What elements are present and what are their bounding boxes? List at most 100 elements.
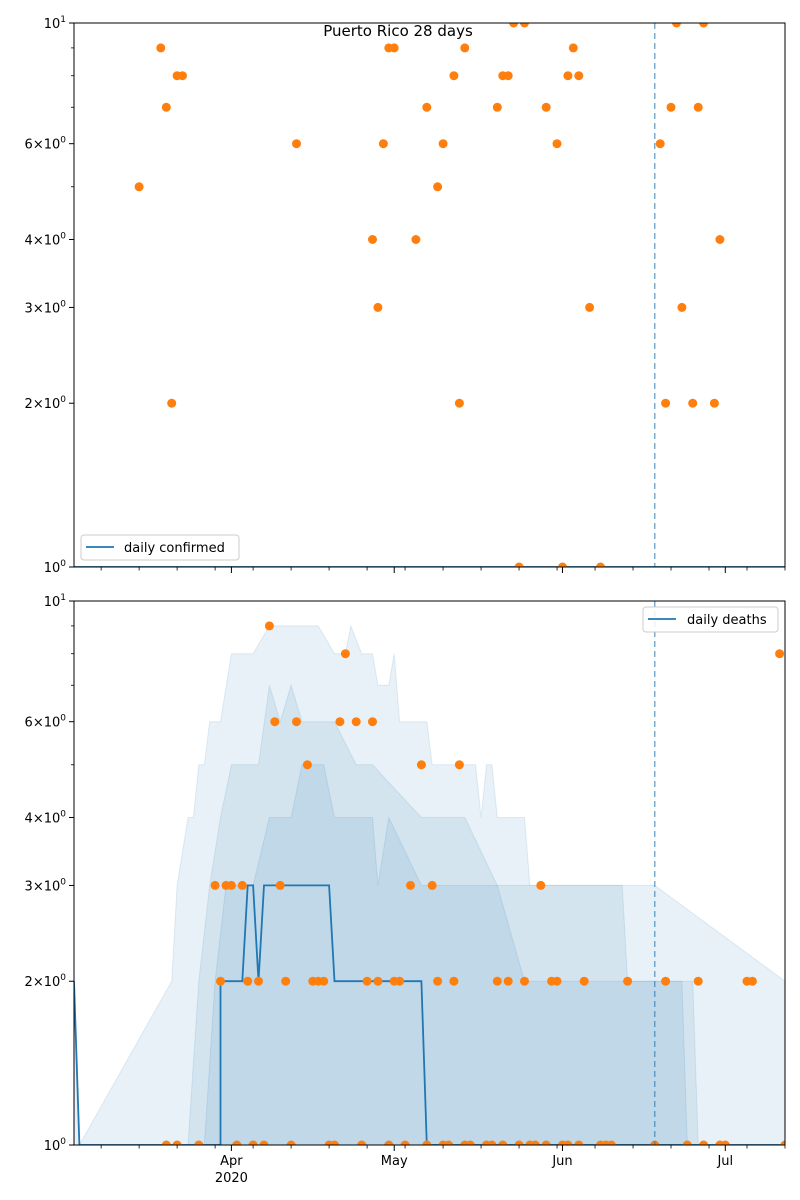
confirmed-point-35: [666, 102, 676, 112]
confirmed-point-15: [438, 139, 448, 149]
confirmed-point-1: [156, 43, 166, 53]
deaths-point-43: [449, 976, 459, 986]
confirmed-y-axis: 100 2×100 3×100 4×100 6×100 101: [25, 15, 74, 576]
deaths-point-7: [232, 1140, 242, 1145]
confirmed-legend-label: daily confirmed: [124, 541, 225, 556]
confirmed-point-38: [688, 398, 698, 408]
deaths-point-24: [330, 1140, 339, 1145]
confirmed-point-21: [503, 71, 513, 81]
x-tick-sublabel-0: 2020: [215, 1171, 248, 1186]
deaths-x-axis: Apr 2020 May Jun Jul: [100, 1145, 786, 1186]
deaths-point-38: [422, 1140, 432, 1145]
confirmed-point-37: [677, 302, 687, 312]
deaths-point-3: [210, 880, 220, 890]
deaths-point-72: [699, 1140, 709, 1145]
deaths-point-6: [226, 880, 236, 890]
y-tick-label-0: 100: [44, 1137, 67, 1154]
deaths-point-35: [400, 1140, 410, 1145]
confirmed-point-41: [709, 398, 719, 408]
deaths-point-61: [563, 1140, 573, 1145]
deaths-point-53: [520, 976, 529, 986]
deaths-point-1: [172, 1140, 182, 1145]
deaths-point-9: [243, 976, 253, 986]
deaths-point-26: [340, 649, 350, 659]
deaths-point-17: [286, 1140, 296, 1145]
deaths-point-57: [541, 1140, 551, 1145]
confirmed-points: [134, 23, 725, 567]
deaths-band-1: [74, 683, 785, 1145]
deaths-point-13: [264, 621, 274, 631]
confirmed-point-3: [167, 398, 177, 408]
deaths-point-70: [682, 1140, 692, 1145]
confirmed-point-22: [509, 23, 519, 28]
deaths-legend-label: daily deaths: [687, 613, 767, 628]
confirmed-point-7: [368, 235, 377, 244]
confirmed-point-9: [378, 139, 388, 149]
y-tick-label-3: 4×100: [25, 231, 67, 248]
confirmed-point-24: [520, 23, 529, 28]
deaths-point-48: [487, 1140, 497, 1145]
deaths-point-2: [194, 1140, 204, 1145]
deaths-point-51: [503, 976, 513, 986]
deaths-legend: daily deaths: [642, 606, 779, 633]
y-tick-label-2: 3×100: [25, 877, 67, 894]
deaths-point-46: [465, 1140, 475, 1145]
confirmed-point-42: [715, 235, 725, 244]
y-tick-label-4: 6×100: [25, 136, 67, 153]
y-tick-label-1: 2×100: [25, 973, 67, 990]
deaths-point-31: [373, 976, 383, 986]
deaths-point-77: [775, 649, 785, 659]
confirmed-point-2: [161, 102, 171, 112]
y-tick-label-5: 101: [44, 15, 66, 32]
confirmed-point-11: [389, 43, 399, 53]
deaths-point-56: [536, 880, 546, 890]
y-tick-label-4: 6×100: [25, 714, 67, 731]
deaths-point-62: [574, 1140, 584, 1145]
confirmed-point-0: [134, 182, 144, 192]
deaths-point-11: [254, 976, 263, 986]
deaths-point-36: [406, 880, 415, 890]
confirmed-panel: 100 2×100 3×100 4×100 6×100 101 Puerto Rico 2…: [25, 15, 786, 576]
deaths-y-axis: 100 2×100 3×100 4×100 6×100 101: [25, 593, 74, 1154]
confirmed-point-27: [558, 562, 567, 567]
deaths-point-78: [780, 1140, 785, 1145]
deaths-point-12: [259, 1140, 269, 1145]
y-tick-label-2: 3×100: [25, 299, 67, 316]
confirmed-point-16: [449, 71, 459, 81]
confirmed-legend: daily confirmed: [80, 534, 240, 561]
y-tick-label-1: 2×100: [25, 395, 67, 412]
y-tick-label-0: 100: [44, 559, 67, 576]
confirmed-x-axis: [100, 567, 786, 573]
deaths-point-0: [161, 1140, 171, 1145]
deaths-point-22: [319, 976, 329, 986]
deaths-panel: 100 2×100 3×100 4×100 6×100 101 Apr 2020 May Jun…: [25, 593, 786, 1186]
deaths-point-44: [454, 760, 464, 770]
confirmed-point-5: [178, 71, 187, 81]
confirmed-point-33: [655, 139, 665, 149]
deaths-point-59: [552, 976, 562, 986]
deaths-point-52: [514, 1140, 524, 1145]
deaths-point-19: [302, 760, 312, 770]
deaths-point-15: [275, 880, 285, 890]
confirmed-point-26: [552, 139, 562, 149]
deaths-point-55: [530, 1140, 540, 1145]
deaths-point-50: [498, 1140, 508, 1145]
deaths-point-74: [720, 1140, 730, 1145]
deaths-point-63: [579, 976, 589, 986]
confirmed-point-40: [699, 23, 709, 28]
confirmed-legend-box: [80, 534, 240, 561]
deaths-point-37: [416, 760, 426, 770]
confirmed-point-18: [460, 43, 470, 53]
confirmed-point-30: [574, 71, 584, 81]
confirmed-point-23: [514, 562, 524, 567]
deaths-point-76: [747, 976, 757, 986]
deaths-points: [161, 621, 785, 1145]
deaths-point-18: [292, 717, 301, 727]
x-tick-label-3: Jul: [716, 1154, 733, 1169]
confirmed-point-39: [693, 102, 703, 112]
confirmed-point-14: [433, 182, 443, 192]
deaths-point-67: [623, 976, 633, 986]
deaths-point-32: [384, 1140, 394, 1145]
confirmed-point-36: [672, 23, 681, 28]
